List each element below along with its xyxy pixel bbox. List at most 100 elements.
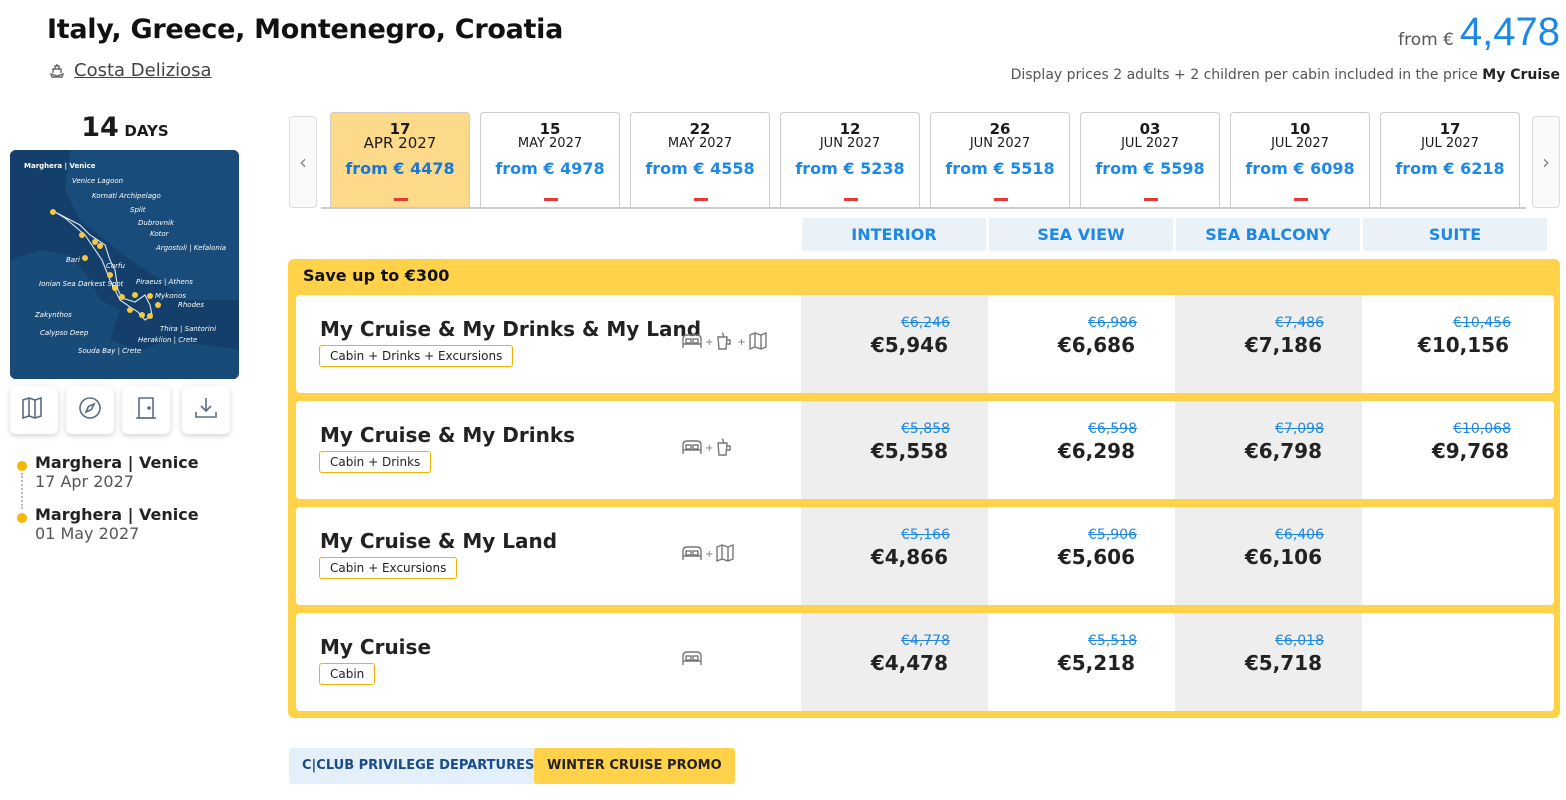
- price-discounted: €6,798: [1244, 439, 1322, 463]
- deck-plan-button[interactable]: [122, 386, 170, 434]
- map-label: Calypso Deep: [40, 329, 89, 337]
- date-indicator: [694, 198, 708, 201]
- price-original: €5,906: [1088, 527, 1137, 543]
- promo-block: Save up to €300 My Cruise & My Drinks & …: [288, 259, 1560, 718]
- date-card-selected[interactable]: 17 APR 2027 from € 4478: [330, 112, 470, 208]
- map-label: Split: [130, 206, 146, 214]
- disclaimer-text: Display prices 2 adults + 2 children per…: [1010, 67, 1478, 83]
- price-original: €4,778: [901, 633, 950, 649]
- page-title: Italy, Greece, Montenegro, Croatia: [47, 14, 563, 45]
- map-label: Corfu: [106, 262, 126, 270]
- date-card[interactable]: 15 MAY 2027 from € 4978: [480, 112, 620, 208]
- next-dates-button[interactable]: ›: [1532, 116, 1560, 208]
- map-view-button[interactable]: [10, 386, 58, 434]
- download-icon: [193, 395, 219, 425]
- route-map[interactable]: Marghera | Venice Venice Lagoon Kornati …: [10, 150, 239, 379]
- date-price: from € 5518: [945, 159, 1055, 178]
- cabin-header-interior: INTERIOR: [802, 218, 986, 251]
- date-price: from € 6098: [1245, 159, 1355, 178]
- disclaimer-bold: My Cruise: [1482, 67, 1560, 83]
- price-original: €7,098: [1275, 421, 1324, 437]
- price-discounted: €5,946: [870, 333, 948, 357]
- package-row: My Cruise Cabin €4,778 €4,478 €5,518 €5,…: [296, 613, 1554, 711]
- price-cell[interactable]: €7,486 €7,186: [1175, 295, 1362, 393]
- package-icons: +: [681, 437, 735, 460]
- price-cell[interactable]: €6,246 €5,946: [801, 295, 988, 393]
- price-original: €6,406: [1275, 527, 1324, 543]
- ship-link[interactable]: Costa Deliziosa: [48, 60, 212, 81]
- drink-icon: [715, 437, 735, 460]
- price-cell[interactable]: €10,456 €10,156: [1362, 295, 1549, 393]
- compass-icon: [77, 395, 103, 425]
- price-original: €5,518: [1088, 633, 1137, 649]
- date-price: from € 6218: [1395, 159, 1505, 178]
- cabin-header-sea-balcony: SEA BALCONY: [1176, 218, 1360, 251]
- bed-icon: [681, 332, 703, 353]
- promo-label: Save up to €300: [303, 266, 450, 285]
- ship-name[interactable]: Costa Deliziosa: [74, 60, 212, 81]
- date-price: from € 4558: [645, 159, 755, 178]
- download-button[interactable]: [182, 386, 230, 434]
- price-cell[interactable]: €6,406 €6,106: [1175, 507, 1362, 605]
- date-day: 10: [1289, 120, 1311, 138]
- price-original: €6,986: [1088, 315, 1137, 331]
- package-name: My Cruise & My Land: [320, 529, 558, 553]
- date-month: APR 2027: [363, 134, 437, 152]
- map-label: Mykonos: [155, 292, 186, 300]
- duration-number: 14: [81, 112, 119, 143]
- package-row: My Cruise & My Land Cabin + Excursions +…: [296, 507, 1554, 605]
- price-discounted: €6,686: [1057, 333, 1135, 357]
- date-month: JUN 2027: [819, 136, 881, 151]
- price-discounted: €7,186: [1244, 333, 1322, 357]
- price-original: €7,486: [1275, 315, 1324, 331]
- stop-date: 17 Apr 2027: [35, 472, 134, 491]
- price-cell[interactable]: €5,858 €5,558: [801, 401, 988, 499]
- price-cell[interactable]: €5,906 €5,606: [988, 507, 1175, 605]
- price-cell-empty: [1362, 613, 1549, 711]
- package-icons: +: [681, 543, 735, 566]
- price-cell[interactable]: €7,098 €6,798: [1175, 401, 1362, 499]
- price-discounted: €6,106: [1244, 545, 1322, 569]
- date-day: 03: [1139, 120, 1161, 138]
- price-original: €5,858: [901, 421, 950, 437]
- compass-button[interactable]: [66, 386, 114, 434]
- door-icon: [134, 395, 158, 425]
- date-price: from € 4478: [345, 159, 455, 178]
- club-privilege-tag[interactable]: C|CLUB PRIVILEGE DEPARTURES: [289, 748, 548, 784]
- package-name: My Cruise & My Drinks & My Land: [320, 317, 702, 341]
- map-label: Zakynthos: [34, 311, 72, 319]
- winter-promo-tag[interactable]: WINTER CRUISE PROMO: [534, 748, 735, 784]
- map-label: Rhodes: [178, 301, 204, 309]
- price-cell[interactable]: €5,166 €4,866: [801, 507, 988, 605]
- date-day: 17: [1439, 120, 1461, 138]
- price-cell[interactable]: €5,518 €5,218: [988, 613, 1175, 711]
- price-discounted: €5,718: [1244, 651, 1322, 675]
- package-badge: Cabin: [319, 663, 376, 685]
- stop-date: 01 May 2027: [35, 524, 140, 543]
- price-cell[interactable]: €6,598 €6,298: [988, 401, 1175, 499]
- package-name: My Cruise & My Drinks: [320, 423, 576, 447]
- date-card[interactable]: 03 JUL 2027 from € 5598: [1080, 112, 1220, 208]
- date-card[interactable]: 12 JUN 2027 from € 5238: [780, 112, 920, 208]
- price-disclaimer: Display prices 2 adults + 2 children per…: [1011, 67, 1560, 83]
- date-card[interactable]: 22 MAY 2027 from € 4558: [630, 112, 770, 208]
- date-card[interactable]: 17 JUL 2027 from € 6218: [1380, 112, 1520, 208]
- date-month: JUL 2027: [1121, 136, 1179, 151]
- map-label: Souda Bay | Crete: [78, 347, 141, 355]
- prev-dates-button[interactable]: ‹: [289, 116, 317, 208]
- date-indicator: [394, 198, 408, 201]
- price-cell[interactable]: €4,778 €4,478: [801, 613, 988, 711]
- bed-icon: [681, 544, 703, 565]
- date-card[interactable]: 26 JUN 2027 from € 5518: [930, 112, 1070, 208]
- price-cell[interactable]: €10,068 €9,768: [1362, 401, 1549, 499]
- price-cell[interactable]: €6,018 €5,718: [1175, 613, 1362, 711]
- price-original: €6,598: [1088, 421, 1137, 437]
- cabin-header-sea-view: SEA VIEW: [989, 218, 1173, 251]
- map-icon: [748, 331, 768, 354]
- price-discounted: €5,218: [1057, 651, 1135, 675]
- date-card[interactable]: 10 JUL 2027 from € 6098: [1230, 112, 1370, 208]
- itinerary-stop: Marghera | Venice 17 Apr 2027: [17, 453, 199, 509]
- from-price-value: 4,478: [1459, 10, 1560, 54]
- package-row: My Cruise & My Drinks Cabin + Drinks + €…: [296, 401, 1554, 499]
- price-cell[interactable]: €6,986 €6,686: [988, 295, 1175, 393]
